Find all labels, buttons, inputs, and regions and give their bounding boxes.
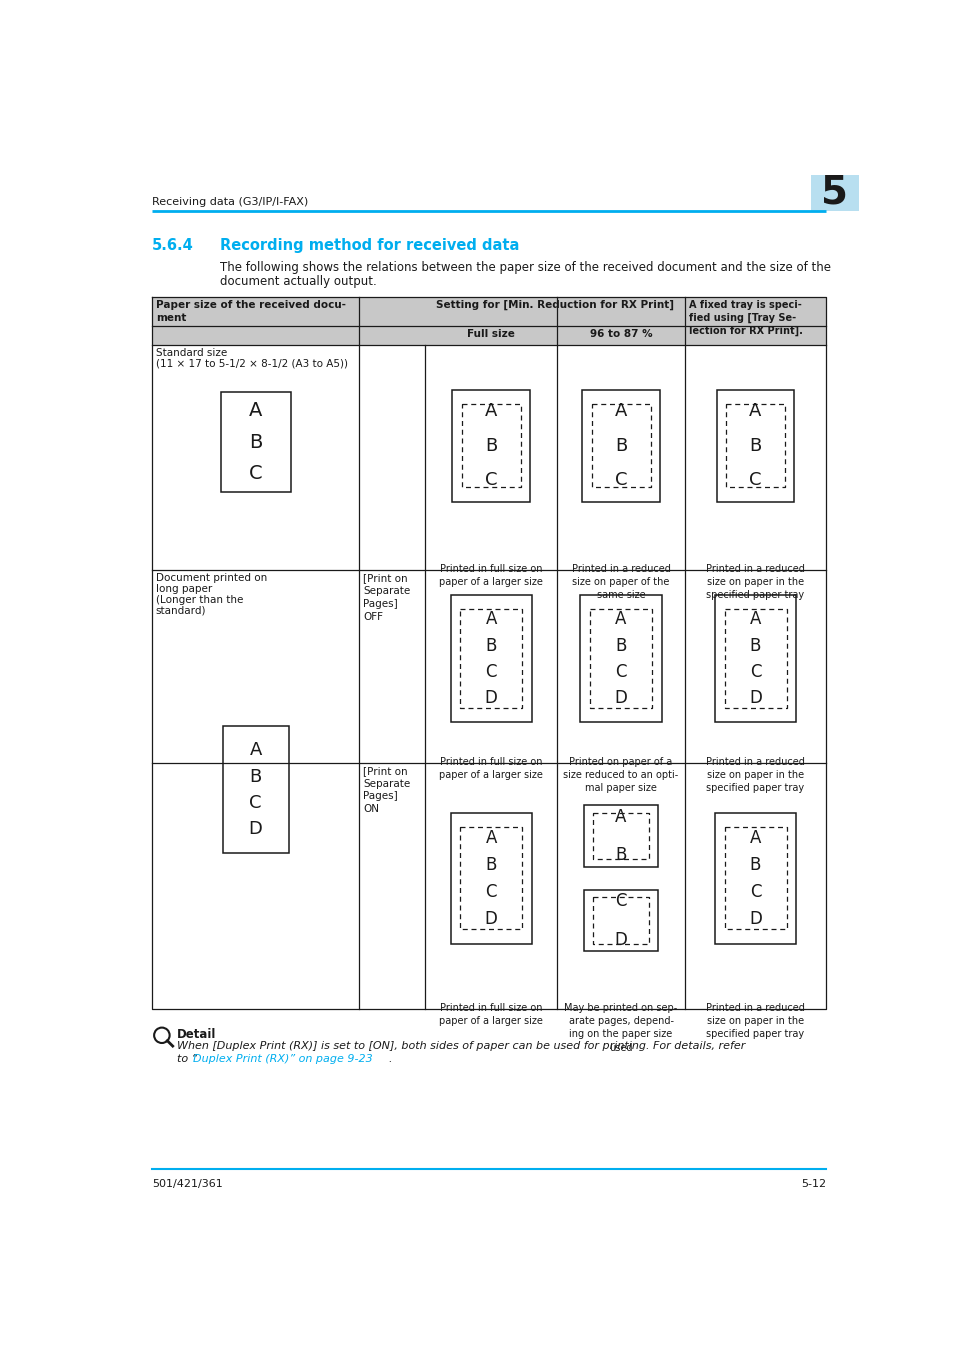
Text: A: A [615, 403, 626, 420]
Text: .: . [388, 1054, 392, 1063]
Bar [450, 596, 532, 723]
Text: B: B [749, 636, 760, 655]
Text: A: A [249, 401, 262, 420]
Bar [581, 390, 659, 501]
Text: A: A [484, 403, 497, 420]
Bar [583, 805, 658, 867]
Text: long paper: long paper [155, 584, 212, 594]
Text: Duplex Print (RX)” on page 9-23: Duplex Print (RX)” on page 9-23 [193, 1054, 373, 1063]
Text: 5: 5 [821, 174, 847, 212]
Text: B: B [615, 636, 626, 655]
Text: A: A [748, 403, 760, 420]
Text: The following shows the relations between the paper size of the received documen: The following shows the relations betwee… [220, 261, 830, 274]
Text: D: D [748, 689, 761, 707]
Text: C: C [749, 882, 760, 901]
Bar [452, 390, 530, 501]
Text: When [Duplex Print (RX)] is set to [ON], both sides of paper can be used for pri: When [Duplex Print (RX)] is set to [ON],… [177, 1042, 745, 1051]
Text: A: A [615, 611, 626, 628]
Text: [Print on
Separate
Pages]
OFF: [Print on Separate Pages] OFF [363, 573, 410, 621]
Text: B: B [485, 636, 497, 655]
Text: (11 × 17 to 5-1/2 × 8-1/2 (A3 to A5)): (11 × 17 to 5-1/2 × 8-1/2 (A3 to A5)) [155, 358, 347, 369]
Text: Full size: Full size [467, 330, 515, 339]
Text: D: D [249, 820, 262, 838]
Text: B: B [615, 436, 626, 455]
Text: A: A [485, 611, 497, 628]
Text: D: D [484, 689, 497, 707]
Text: Printed in full size on
paper of a larger size: Printed in full size on paper of a large… [438, 565, 542, 588]
Text: Standard size: Standard size [155, 347, 227, 358]
Text: C: C [484, 471, 497, 489]
Text: Detail: Detail [177, 1028, 216, 1040]
Text: C: C [615, 663, 626, 681]
Text: A: A [749, 611, 760, 628]
Text: C: C [748, 471, 761, 489]
Text: B: B [485, 436, 497, 455]
Bar [152, 297, 825, 326]
Text: Printed in full size on
paper of a larger size: Printed in full size on paper of a large… [438, 1002, 542, 1027]
Bar [220, 392, 291, 492]
Text: A: A [749, 828, 760, 847]
Text: C: C [485, 882, 497, 901]
Circle shape [154, 1028, 170, 1043]
Bar [583, 890, 658, 951]
Bar [714, 596, 796, 723]
Text: C: C [249, 463, 262, 482]
Text: (Longer than the: (Longer than the [155, 594, 243, 605]
Text: 501/421/361: 501/421/361 [152, 1178, 222, 1189]
Text: standard): standard) [155, 605, 206, 616]
Text: C: C [615, 893, 626, 911]
Text: B: B [615, 846, 626, 865]
Text: D: D [748, 909, 761, 928]
Text: C: C [485, 663, 497, 681]
Text: Printed in a reduced
size on paper in the
specified paper tray: Printed in a reduced size on paper in th… [705, 757, 804, 793]
Text: B: B [250, 767, 261, 785]
Text: to “: to “ [177, 1054, 197, 1063]
Bar [716, 390, 794, 501]
Text: Document printed on: Document printed on [155, 573, 267, 584]
Bar [714, 813, 796, 943]
Bar [152, 326, 825, 345]
Text: 5.6.4: 5.6.4 [152, 238, 193, 253]
Text: Setting for [Min. Reduction for RX Print]: Setting for [Min. Reduction for RX Print… [436, 300, 674, 311]
Text: Paper size of the received docu-
ment: Paper size of the received docu- ment [155, 300, 345, 323]
Text: [Print on
Separate
Pages]
ON: [Print on Separate Pages] ON [363, 766, 410, 815]
Text: 96 to 87 %: 96 to 87 % [589, 330, 652, 339]
Text: A fixed tray is speci-
fied using [Tray Se-
lection for RX Print].: A fixed tray is speci- fied using [Tray … [688, 300, 801, 336]
Text: Printed in a reduced
size on paper in the
specified paper tray: Printed in a reduced size on paper in th… [705, 565, 804, 600]
Text: B: B [249, 432, 262, 451]
Text: Printed on paper of a
size reduced to an opti-
mal paper size: Printed on paper of a size reduced to an… [563, 757, 678, 793]
Text: Receiving data (G3/IP/I-FAX): Receiving data (G3/IP/I-FAX) [152, 197, 308, 207]
Text: B: B [749, 855, 760, 874]
Bar [810, 176, 858, 211]
Text: D: D [484, 909, 497, 928]
Text: Printed in a reduced
size on paper in the
specified paper tray: Printed in a reduced size on paper in th… [705, 1002, 804, 1039]
Bar [579, 596, 661, 723]
Text: C: C [249, 794, 262, 812]
Bar [222, 725, 289, 854]
Text: B: B [485, 855, 497, 874]
Text: A: A [249, 742, 261, 759]
Text: Printed in a reduced
size on paper of the
same size: Printed in a reduced size on paper of th… [571, 565, 670, 600]
Text: D: D [614, 931, 627, 948]
Text: D: D [614, 689, 627, 707]
Text: B: B [749, 436, 760, 455]
Text: May be printed on sep-
arate pages, depend-
ing on the paper size
used: May be printed on sep- arate pages, depe… [564, 1002, 677, 1052]
Bar [450, 813, 532, 943]
Text: A: A [485, 828, 497, 847]
Text: C: C [614, 471, 627, 489]
Text: document actually output.: document actually output. [220, 274, 376, 288]
Text: C: C [749, 663, 760, 681]
Text: Recording method for received data: Recording method for received data [220, 238, 518, 253]
Text: A: A [615, 808, 626, 825]
Text: 5-12: 5-12 [801, 1178, 825, 1189]
Text: Printed in full size on
paper of a larger size: Printed in full size on paper of a large… [438, 757, 542, 780]
